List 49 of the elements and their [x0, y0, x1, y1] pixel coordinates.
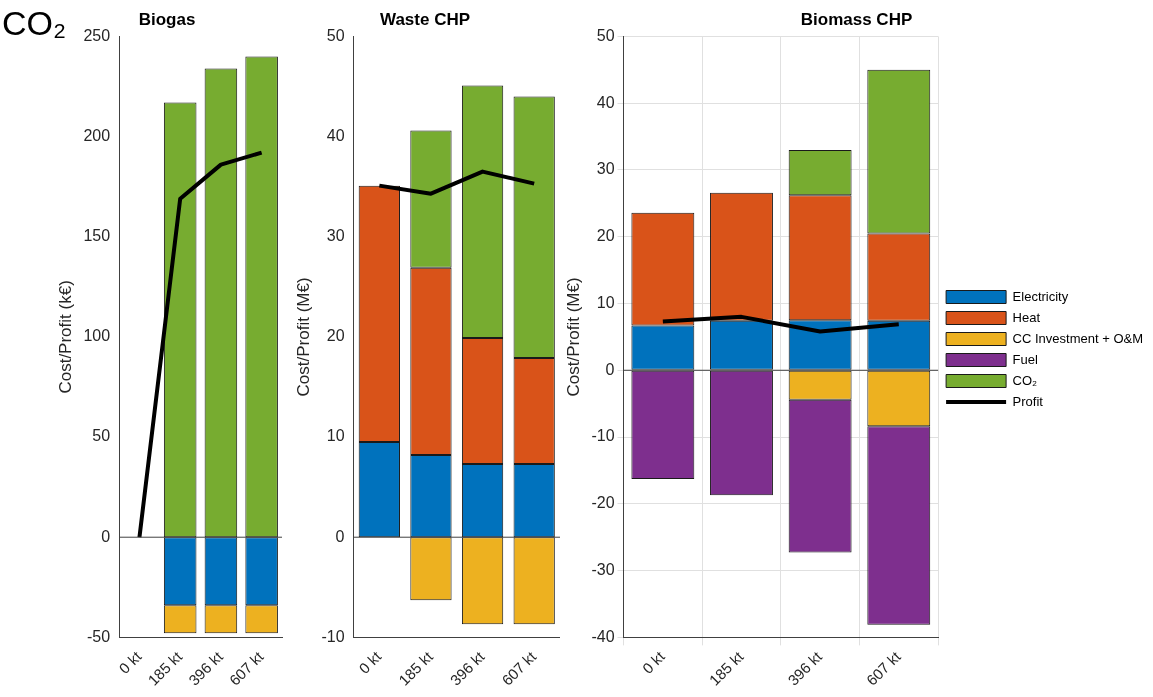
x-tick-label: 607 kt	[498, 647, 540, 689]
y-tick-label: 40	[326, 126, 345, 144]
y-tick-label: 0	[335, 527, 345, 545]
legend-label: CC Investment + O&M	[1012, 330, 1144, 346]
y-tick-label: -10	[591, 427, 615, 445]
chart-title: Biogas	[138, 9, 196, 29]
legend-label: Heat	[1012, 309, 1041, 325]
y-tick-label: 150	[83, 227, 111, 245]
chart-title: Biomass CHP	[800, 9, 913, 29]
y-tick-label: 0	[101, 527, 111, 545]
x-tick-label: 185 kt	[705, 647, 748, 689]
legend-label: Fuel	[1012, 351, 1038, 367]
x-tick-label: 0 kt	[355, 647, 385, 677]
x-tick-label: 396 kt	[784, 647, 826, 689]
x-tick-label: 607 kt	[225, 647, 268, 689]
y-tick-label: 20	[326, 327, 345, 345]
legend-label: Profit	[1012, 393, 1044, 409]
y-tick-label: -40	[591, 627, 615, 645]
y-tick-label: 250	[83, 26, 111, 44]
y-tick-label: 20	[596, 227, 615, 245]
y-tick-label: 50	[326, 26, 345, 44]
y-tick-label: 10	[326, 427, 345, 445]
y-tick-label: -30	[591, 561, 615, 579]
x-tick-label: 0 kt	[638, 647, 669, 677]
x-tick-label: 607 kt	[862, 647, 905, 689]
y-axis-title: Cost/Profit (M€)	[293, 277, 313, 397]
y-tick-label: 40	[596, 93, 615, 111]
y-tick-label: 50	[596, 26, 615, 44]
x-tick-label: 185 kt	[395, 647, 437, 689]
x-tick-label: 185 kt	[144, 647, 186, 689]
x-tick-label: 396 kt	[185, 647, 227, 689]
y-tick-label: 30	[596, 160, 615, 178]
legend-label: Electricity	[1012, 288, 1069, 304]
y-tick-label: 30	[326, 227, 345, 245]
text: CO₂	[2, 4, 67, 42]
y-tick-label: -50	[86, 627, 111, 645]
y-axis-title: Cost/Profit (M€)	[563, 277, 583, 397]
chart-title: Waste CHP	[379, 9, 471, 29]
legend-label: CO₂	[1012, 372, 1038, 388]
y-tick-label: 100	[83, 327, 111, 345]
x-tick-label: 0 kt	[115, 647, 146, 677]
y-axis-title: Cost/Profit (k€)	[55, 280, 75, 394]
y-tick-label: 50	[92, 427, 111, 445]
y-tick-label: -20	[591, 494, 615, 512]
y-tick-label: 0	[605, 360, 615, 378]
y-tick-label: -10	[321, 627, 345, 645]
y-tick-label: 10	[596, 293, 615, 311]
y-tick-label: 200	[83, 126, 111, 144]
x-tick-label: 396 kt	[446, 647, 489, 689]
